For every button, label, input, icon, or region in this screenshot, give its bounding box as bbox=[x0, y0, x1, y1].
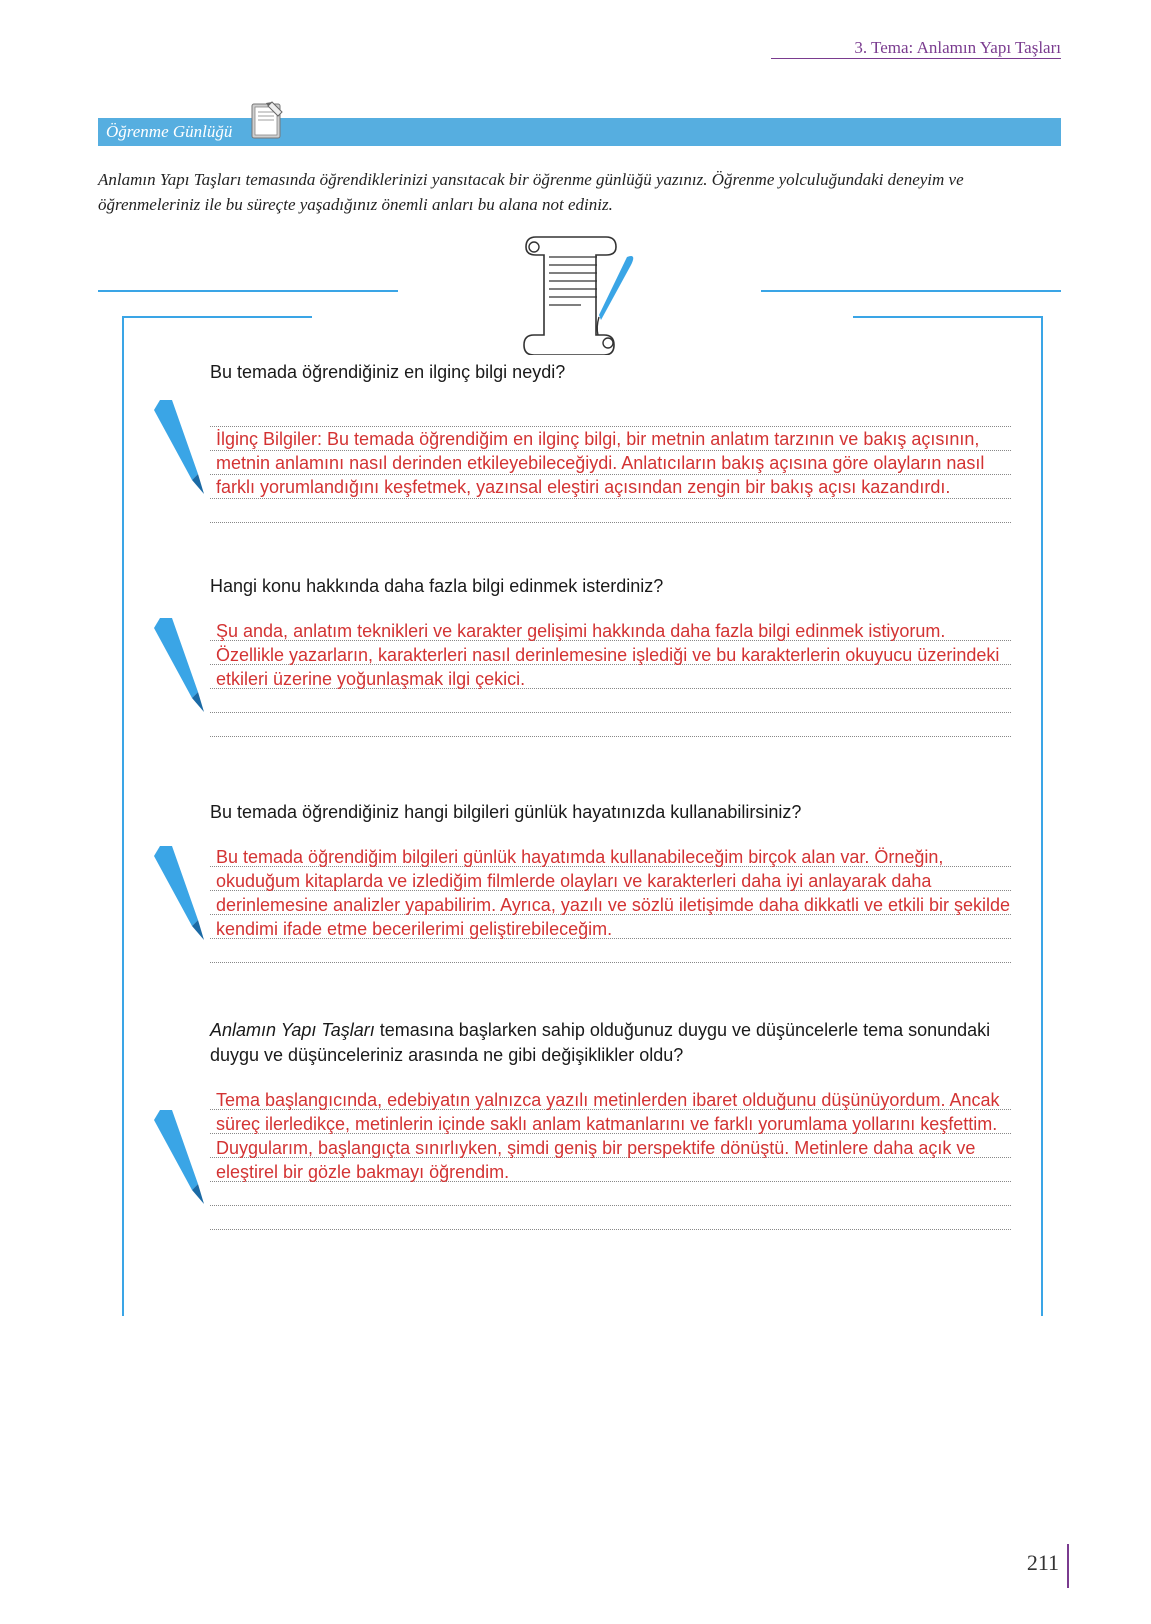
header-rule bbox=[771, 58, 1061, 59]
answer-text: Bu temada öğrendiğim bilgileri günlük ha… bbox=[216, 843, 1011, 941]
page-number-rule bbox=[1067, 1544, 1069, 1588]
theme-title: 3. Tema: Anlamın Yapı Taşları bbox=[854, 38, 1061, 57]
question-italic-part: Anlamın Yapı Taşları bbox=[210, 1020, 375, 1040]
frame-border bbox=[853, 316, 1043, 318]
writing-line bbox=[210, 939, 1011, 963]
answer-area[interactable]: Şu anda, anlatım teknikleri ve karakter … bbox=[210, 617, 1011, 737]
writing-line bbox=[210, 713, 1011, 737]
answer-text: İlginç Bilgiler: Bu temada öğrendiğim en… bbox=[216, 425, 1011, 499]
decorative-line bbox=[761, 290, 1061, 292]
answer-area[interactable]: Tema başlangıcında, edebiyatın yalnızca … bbox=[210, 1086, 1011, 1230]
writing-line bbox=[210, 689, 1011, 713]
banner-label: Öğrenme Günlüğü bbox=[106, 122, 232, 142]
intro-text: Anlamın Yapı Taşları temasında öğrendikl… bbox=[98, 168, 1061, 217]
decorative-line bbox=[98, 290, 398, 292]
frame-border bbox=[1041, 316, 1043, 1316]
question-text: Bu temada öğrendiğiniz en ilginç bilgi n… bbox=[210, 360, 1011, 385]
question-text: Hangi konu hakkında daha fazla bilgi edi… bbox=[210, 574, 1011, 599]
page-number: 211 bbox=[1027, 1550, 1059, 1576]
frame-border bbox=[122, 316, 312, 318]
qa-block: Anlamın Yapı Taşları temasına başlarken … bbox=[210, 1018, 1011, 1230]
answer-area[interactable]: Bu temada öğrendiğim bilgileri günlük ha… bbox=[210, 843, 1011, 963]
answer-text: Şu anda, anlatım teknikleri ve karakter … bbox=[216, 617, 1011, 691]
qa-block: Bu temada öğrendiğiniz hangi bilgileri g… bbox=[210, 800, 1011, 963]
pen-icon bbox=[150, 400, 206, 498]
pen-icon bbox=[150, 846, 206, 944]
pen-icon bbox=[150, 618, 206, 716]
writing-line bbox=[210, 1182, 1011, 1206]
writing-line bbox=[210, 403, 1011, 427]
frame-border bbox=[122, 316, 124, 1316]
scroll-quill-icon bbox=[501, 225, 651, 355]
answer-area[interactable]: İlginç Bilgiler: Bu temada öğrendiğim en… bbox=[210, 403, 1011, 523]
page-header: 3. Tema: Anlamın Yapı Taşları bbox=[854, 38, 1061, 58]
qa-block: Bu temada öğrendiğiniz en ilginç bilgi n… bbox=[210, 360, 1011, 523]
question-text: Bu temada öğrendiğiniz hangi bilgileri g… bbox=[210, 800, 1011, 825]
notebook-icon bbox=[248, 98, 288, 144]
pen-icon bbox=[150, 1110, 206, 1208]
question-text: Anlamın Yapı Taşları temasına başlarken … bbox=[210, 1018, 1011, 1068]
writing-line bbox=[210, 499, 1011, 523]
answer-text: Tema başlangıcında, edebiyatın yalnızca … bbox=[216, 1086, 1011, 1184]
qa-block: Hangi konu hakkında daha fazla bilgi edi… bbox=[210, 574, 1011, 737]
section-banner: Öğrenme Günlüğü bbox=[98, 118, 1061, 146]
writing-line bbox=[210, 1206, 1011, 1230]
